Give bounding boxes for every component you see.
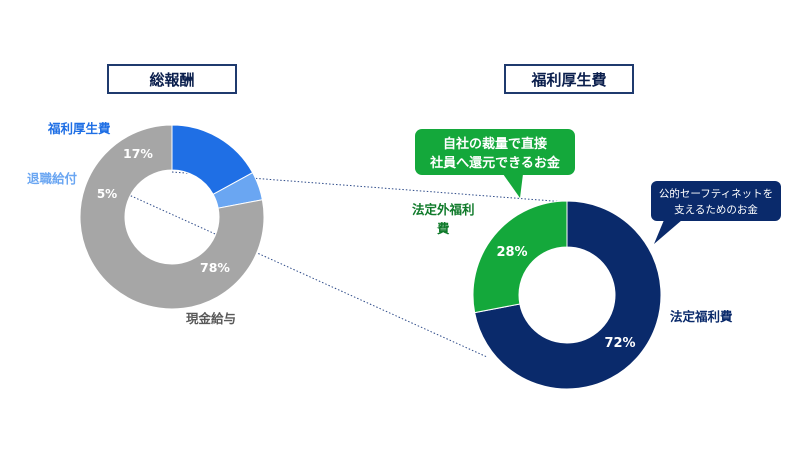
left-slice-label-retirement: 退職給付 [27,171,78,186]
left-value-retirement: 5% [97,187,117,201]
left-donut-chart [79,124,265,310]
navy-callout-line1: 公的セーフティネットを [659,187,773,200]
right-slice-1 [472,200,568,314]
right-slice-label-nonstatutory-2: 費 [437,221,450,236]
right-donut-chart [472,200,662,390]
green-callout-line1: 自社の裁量で直接 [443,136,547,152]
green-callout-line2: 社員へ還元できるお金 [429,155,561,171]
right-slice-label-nonstatutory-1: 法定外福利 [412,202,475,217]
left-value-welfare: 17% [123,146,153,161]
navy-callout-line2: 支えるためのお金 [674,203,758,216]
connector-line-bottom [117,189,488,358]
green-callout: 自社の裁量で直接 社員へ還元できるお金 [415,129,575,198]
connector-line-top [171,171,567,203]
right-value-nonstatutory: 28% [496,245,527,260]
right-slice-0 [474,200,662,390]
navy-callout: 公的セーフティネットを 支えるためのお金 [651,181,781,244]
left-slice-label-welfare: 福利厚生費 [47,121,111,136]
left-chart-title: 総報酬 [107,64,237,94]
right-chart-title: 福利厚生費 [504,64,634,94]
right-slice-label-statutory: 法定福利費 [670,309,733,324]
left-slice-label-cash: 現金給与 [186,311,236,326]
left-slice-2 [79,124,265,310]
left-value-cash: 78% [200,260,230,275]
right-value-statutory: 72% [604,336,635,351]
